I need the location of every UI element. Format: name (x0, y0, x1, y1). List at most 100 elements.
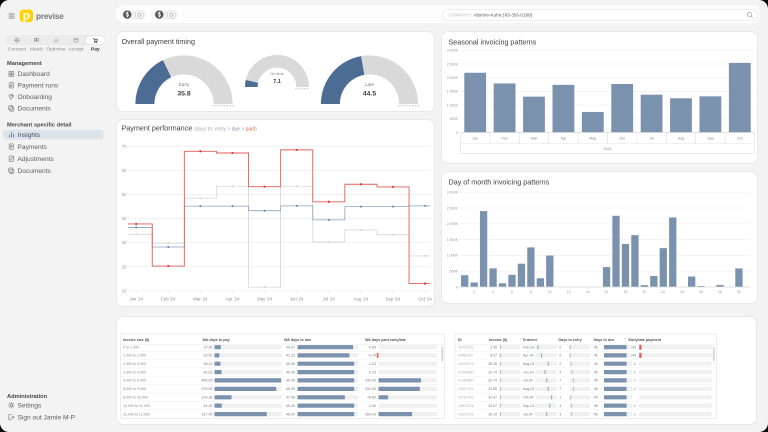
svg-text:Entered: Entered (523, 338, 537, 342)
svg-text:-44: -44 (631, 354, 636, 358)
svg-text:p: p (23, 9, 30, 23)
svg-text:30: 30 (122, 240, 127, 245)
svg-text:10: 10 (122, 288, 127, 293)
svg-text:9,000 to 10,000: 9,000 to 10,000 (123, 396, 148, 400)
svg-text:32.74: 32.74 (488, 370, 497, 374)
svg-text:500K: 500K (450, 117, 459, 121)
svg-text:2.500K: 2.500K (447, 206, 459, 210)
svg-text:45: 45 (594, 412, 598, 416)
svg-text:0: 0 (559, 346, 561, 350)
svg-text:Jul-24: Jul-24 (523, 379, 533, 383)
svg-text:Oct-24: Oct-24 (523, 396, 534, 400)
svg-text:Late: Late (365, 82, 375, 87)
svg-text:2,000 to 3,000: 2,000 to 3,000 (123, 362, 146, 366)
svg-text:45: 45 (594, 370, 598, 374)
svg-text:103.38: 103.38 (202, 396, 213, 400)
svg-text:3.000K: 3.000K (447, 49, 459, 53)
svg-text:45: 45 (594, 379, 598, 383)
svg-text:Merchant specific detail: Merchant specific detail (7, 123, 72, 129)
svg-text:36.12: 36.12 (204, 362, 213, 366)
svg-text:0: 0 (456, 285, 458, 289)
svg-text:1.500K: 1.500K (447, 238, 459, 242)
svg-text:Documents: Documents (18, 106, 52, 113)
svg-text:Jul-24: Jul-24 (523, 412, 533, 416)
svg-text:Invoice size ($): Invoice size ($) (123, 338, 150, 342)
svg-text:Days to entry: Days to entry (559, 338, 583, 342)
svg-text:Mar '24: Mar '24 (193, 297, 208, 302)
svg-text:May '24: May '24 (257, 297, 273, 302)
svg-text:-1: -1 (633, 362, 636, 366)
svg-text:COMPANY: Abshire-Kuhic [83-356: COMPANY: Abshire-Kuhic [83-356-0198] (449, 13, 532, 18)
svg-text:2.500K: 2.500K (447, 62, 459, 66)
svg-text:7: 7 (559, 387, 561, 391)
svg-text:24: 24 (680, 290, 684, 294)
svg-text:35.8: 35.8 (177, 91, 190, 98)
svg-text:Seasonal invoicing patterns: Seasonal invoicing patterns (449, 38, 537, 47)
svg-text:0 to 1,000: 0 to 1,000 (123, 346, 139, 350)
svg-text:45: 45 (594, 362, 598, 366)
svg-text:45: 45 (594, 396, 598, 400)
svg-text:22: 22 (661, 290, 665, 294)
svg-text:Pay: Pay (91, 47, 100, 53)
svg-text:3: 3 (559, 404, 561, 408)
svg-text:Feb-24: Feb-24 (523, 346, 534, 350)
svg-text:Apr-24: Apr-24 (523, 354, 534, 358)
svg-text:33.07: 33.07 (488, 404, 497, 408)
svg-text:42.62: 42.62 (204, 370, 213, 374)
svg-text:32.97: 32.97 (488, 396, 497, 400)
svg-text:Aug-24: Aug-24 (523, 387, 534, 391)
svg-text:375.00: 375.00 (202, 387, 213, 391)
svg-text:Insights: Insights (18, 132, 41, 139)
svg-text:41.23: 41.23 (286, 354, 295, 358)
svg-text:-1: -1 (633, 404, 636, 408)
svg-text:WA days to due: WA days to due (284, 338, 311, 342)
svg-text:Oct '24: Oct '24 (418, 297, 432, 302)
svg-text:Aug '24: Aug '24 (354, 297, 369, 302)
svg-text:45: 45 (594, 354, 598, 358)
svg-text:76.80: 76.80 (367, 396, 376, 400)
svg-text:Sep: Sep (707, 137, 713, 141)
svg-text:42787002: 42787002 (458, 396, 474, 400)
svg-text:Payment runs: Payment runs (18, 83, 59, 90)
svg-text:317.00: 317.00 (202, 412, 213, 416)
svg-text:2.000K: 2.000K (447, 222, 459, 226)
svg-text:41385880: 41385880 (458, 379, 474, 383)
svg-text:45.00: 45.00 (286, 362, 295, 366)
svg-text:16: 16 (605, 290, 609, 294)
svg-text:Documents: Documents (18, 168, 52, 175)
svg-text:Settings: Settings (18, 403, 43, 410)
svg-text:1,000 to 2,000: 1,000 to 2,000 (123, 354, 146, 358)
svg-text:18: 18 (624, 290, 628, 294)
svg-text:0: 0 (456, 131, 458, 135)
svg-text:Administration: Administration (7, 394, 48, 400)
svg-text:37.58: 37.58 (286, 396, 295, 400)
svg-text:Sep-24: Sep-24 (523, 404, 534, 408)
svg-text:42425431: 42425431 (458, 346, 474, 350)
svg-text:43323301: 43323301 (458, 412, 474, 416)
svg-text:44.30: 44.30 (204, 404, 213, 408)
svg-text:7.1: 7.1 (273, 79, 281, 85)
svg-text:45.00: 45.00 (286, 370, 295, 374)
svg-text:WA days to pay: WA days to pay (203, 338, 231, 342)
svg-text:42907431: 42907431 (458, 387, 474, 391)
svg-text:Aug-24: Aug-24 (523, 362, 534, 366)
svg-text:4: 4 (492, 290, 494, 294)
svg-text:3: 3 (559, 412, 561, 416)
svg-text:-3.70: -3.70 (368, 354, 376, 358)
svg-text:12: 12 (567, 290, 571, 294)
svg-text:-1: -1 (633, 370, 636, 374)
svg-text:-0.54: -0.54 (368, 346, 376, 350)
svg-text:Day of month invoicing pattern: Day of month invoicing patterns (449, 178, 550, 187)
svg-text:Jan '24: Jan '24 (129, 297, 143, 302)
svg-text:Jul: Jul (649, 137, 654, 141)
svg-text:11,000 to 12,000: 11,000 to 12,000 (123, 412, 150, 416)
svg-text:45.00: 45.00 (286, 387, 295, 391)
svg-text:Aug: Aug (678, 137, 684, 141)
svg-text:35.14: 35.14 (488, 412, 497, 416)
svg-text:2.95: 2.95 (490, 346, 497, 350)
svg-text:10,000 to 11,000: 10,000 to 11,000 (123, 404, 150, 408)
svg-text:8.07: 8.07 (490, 354, 497, 358)
svg-text:Overall payment timing: Overall payment timing (122, 37, 196, 46)
svg-text:2: 2 (559, 362, 561, 366)
svg-text:4,000 to 5,000: 4,000 to 5,000 (123, 379, 146, 383)
